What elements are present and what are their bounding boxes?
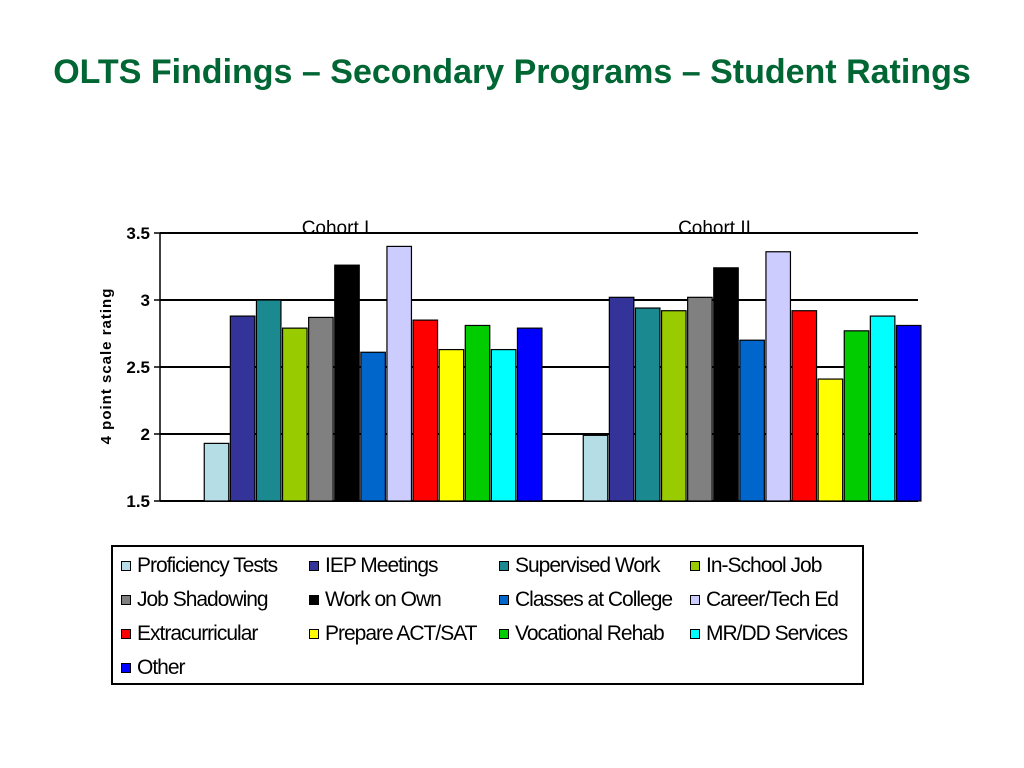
slide-title: OLTS Findings – Secondary Programs – Stu…: [53, 53, 971, 91]
legend-swatch: [499, 561, 509, 571]
bar: [817, 378, 844, 502]
bar: [229, 315, 256, 502]
bar: [516, 327, 543, 502]
bar: [438, 348, 465, 502]
bar: [634, 307, 661, 502]
bar: [843, 330, 870, 502]
legend-swatch: [309, 629, 319, 639]
bar: [582, 434, 609, 502]
legend-label: Prepare ACT/SAT: [325, 622, 478, 645]
bars: [203, 245, 922, 502]
chart-legend: Proficiency Tests IEP Meetings Supervised …: [111, 545, 864, 685]
legend-item: Job Shadowing: [121, 585, 269, 615]
bar: [308, 316, 334, 502]
category-label: Cohort II: [678, 218, 751, 239]
bar: [464, 324, 491, 502]
legend-label: Other: [137, 656, 186, 679]
y-tick-label: 2.5: [126, 358, 150, 377]
legend-item: Classes at College: [499, 585, 673, 615]
bar: [334, 264, 360, 502]
legend-swatch: [690, 595, 700, 605]
bar: [713, 267, 739, 502]
legend-item: Extracurricular: [121, 619, 258, 649]
y-tick-label: 2: [141, 425, 150, 444]
legend-swatch: [309, 595, 319, 605]
y-tick-label: 1.5: [126, 492, 150, 511]
legend-label: Supervised Work: [515, 554, 661, 577]
legend-item: Vocational Rehab: [499, 619, 665, 649]
bar: [490, 348, 517, 502]
bar: [281, 327, 308, 502]
bar: [608, 296, 635, 502]
bar: [203, 442, 230, 502]
legend-swatch: [121, 595, 131, 605]
legend-swatch: [121, 663, 131, 673]
legend-label: Vocational Rehab: [515, 622, 665, 645]
category-labels: Cohort I Cohort II: [302, 218, 751, 239]
y-tick-label: 3: [141, 291, 150, 310]
legend-swatch: [121, 561, 131, 571]
legend-swatch: [690, 629, 700, 639]
legend-item: Career/Tech Ed: [690, 585, 839, 615]
legend-item: Other: [121, 653, 186, 683]
bar: [895, 324, 922, 502]
legend-label: In-School Job: [706, 554, 822, 577]
bar: [765, 251, 792, 502]
legend-item: Prepare ACT/SAT: [309, 619, 478, 649]
bar: [791, 310, 818, 502]
bar: [687, 296, 713, 502]
legend-item: Work on Own: [309, 585, 442, 615]
legend-swatch: [690, 561, 700, 571]
y-axis: 1.5 2 2.5 3 3.5: [126, 224, 161, 511]
legend-swatch: [499, 629, 509, 639]
bar: [360, 351, 386, 502]
legend-item: In-School Job: [690, 551, 822, 581]
legend-label: Proficiency Tests: [137, 554, 278, 577]
bar: [412, 319, 439, 502]
legend-label: Work on Own: [325, 588, 442, 611]
legend-swatch: [309, 561, 319, 571]
legend-item: IEP Meetings: [309, 551, 439, 581]
bar: [386, 245, 413, 502]
legend-item: Supervised Work: [499, 551, 661, 581]
legend-label: Extracurricular: [137, 622, 258, 645]
legend-item: MR/DD Services: [690, 619, 848, 649]
legend-label: Career/Tech Ed: [706, 588, 839, 611]
legend-label: IEP Meetings: [325, 554, 439, 577]
legend-item: Proficiency Tests: [121, 551, 278, 581]
y-tick-label: 3.5: [126, 224, 150, 243]
bar: [869, 315, 896, 502]
bar: [255, 299, 282, 502]
bar-chart: 1.5 2 2.5 3 3.5 Cohort I Cohort II 4 point sc…: [98, 218, 922, 511]
category-label: Cohort I: [302, 218, 370, 239]
legend-label: MR/DD Services: [706, 622, 848, 645]
legend-label: Job Shadowing: [137, 588, 269, 611]
legend-label: Classes at College: [515, 588, 673, 611]
bar: [660, 310, 687, 502]
legend-swatch: [121, 629, 131, 639]
bar: [739, 339, 765, 502]
y-axis-title: 4 point scale rating: [98, 288, 115, 445]
legend-swatch: [499, 595, 509, 605]
